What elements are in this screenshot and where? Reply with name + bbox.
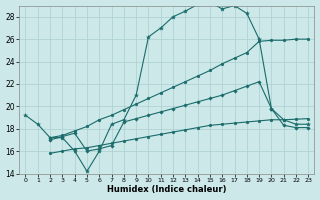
X-axis label: Humidex (Indice chaleur): Humidex (Indice chaleur)	[107, 185, 227, 194]
